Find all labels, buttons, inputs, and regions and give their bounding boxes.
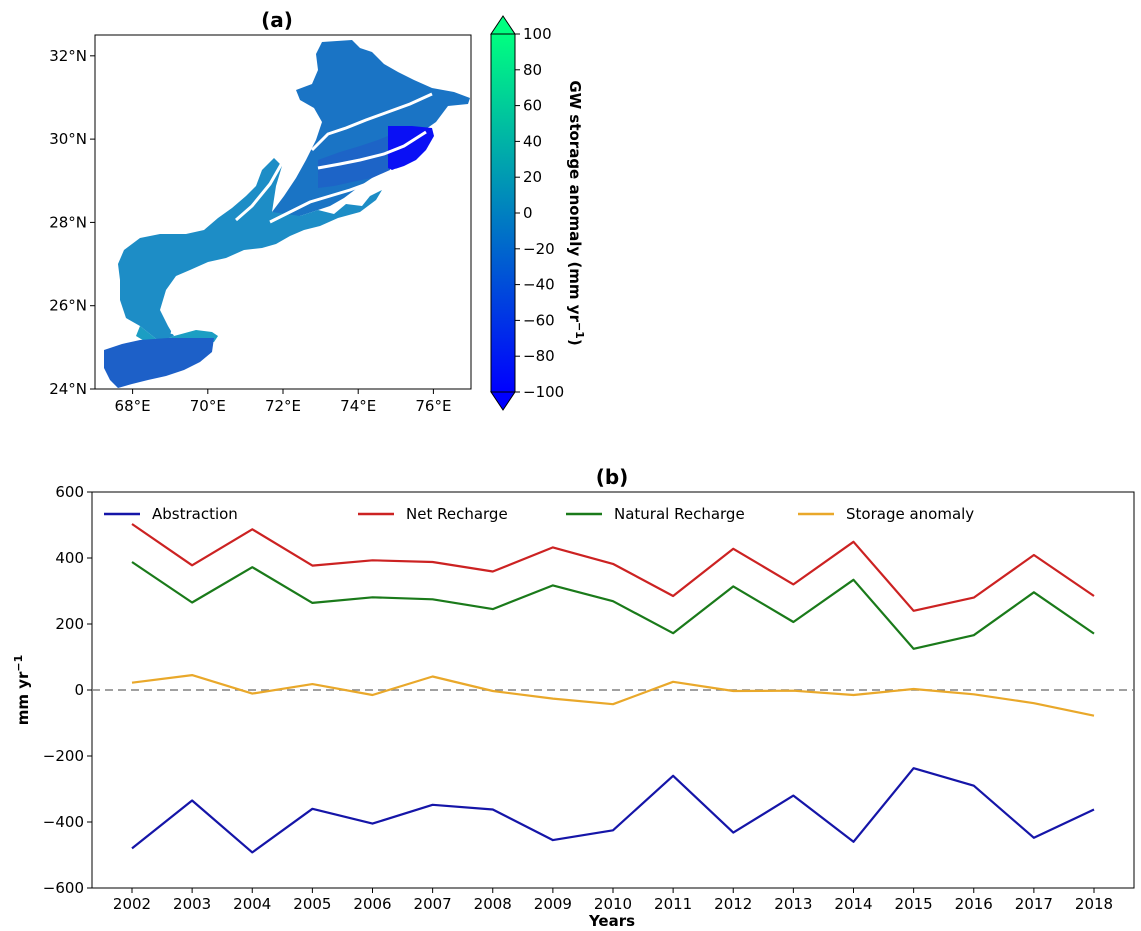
colorbar-bottom-extension	[490, 391, 516, 411]
line-x-tick-label: 2016	[955, 895, 993, 913]
legend-label-net-recharge: Net Recharge	[406, 505, 508, 523]
colorbar-label-end: )	[566, 339, 584, 346]
panel-b-title: (b)	[596, 465, 629, 489]
line-x-tick-label: 2003	[173, 895, 211, 913]
line-x-tick-label: 2010	[594, 895, 632, 913]
legend-label-abstraction: Abstraction	[152, 505, 238, 523]
map-x-tick-label: 70°E	[190, 397, 226, 415]
panel-a: (a) 68°E 70°E 72°E 74°E 76°E 24°N26°N28°N3	[49, 8, 586, 415]
colorbar-tick-label: 40	[523, 132, 542, 150]
map-river-3	[317, 130, 427, 170]
map-y-tick-label: 30°N	[49, 130, 87, 148]
map-region-middle-corridor	[118, 158, 382, 342]
line-x-tick-label: 2011	[654, 895, 692, 913]
legend-label-storage-anomaly: Storage anomaly	[846, 505, 974, 523]
colorbar-tick-label: −40	[523, 276, 555, 294]
colorbar-ticks: 100 80 60 40 20 0 −20 −40 −60 −80 −100	[515, 25, 564, 401]
colorbar-top-extension	[490, 15, 516, 35]
map-region-northeast-strip	[388, 126, 434, 170]
map-x-tick-label: 68°E	[115, 397, 151, 415]
map-y-tick-label: 26°N	[49, 297, 87, 315]
map-river-5	[170, 260, 217, 335]
colorbar-label: GW storage anomaly (mm yr−1)	[566, 80, 586, 345]
colorbar-tick-label: 20	[523, 168, 542, 186]
colorbar-tick-label: 80	[523, 61, 542, 79]
map-y-tick-label: 24°N	[49, 380, 87, 398]
line-y-tick-label: −200	[43, 747, 84, 765]
line-y-ticks: 600 400 200 0 −200 −400 −600	[43, 483, 92, 897]
legend-label-natural-recharge: Natural Recharge	[614, 505, 745, 523]
line-y-tick-label: 600	[55, 483, 84, 501]
line-x-tick-label: 2002	[113, 895, 151, 913]
line-x-tick-label: 2005	[293, 895, 331, 913]
colorbar-label-sup: −1	[573, 322, 586, 339]
colorbar-tick-label: −60	[523, 311, 555, 329]
line-x-tick-label: 2006	[353, 895, 391, 913]
line-x-tick-label: 2018	[1075, 895, 1113, 913]
map-region-delta	[104, 338, 214, 388]
line-x-tick-label: 2017	[1015, 895, 1053, 913]
line-x-tick-label: 2009	[534, 895, 572, 913]
map-y-tick-label: 32°N	[49, 47, 87, 65]
map-x-ticks: 68°E 70°E 72°E 74°E 76°E	[115, 389, 451, 415]
line-series	[131, 523, 1095, 854]
colorbar-tick-label: 0	[523, 204, 533, 222]
line-y-tick-label: −400	[43, 813, 84, 831]
panel-a-title: (a)	[261, 8, 293, 32]
colorbar-gradient	[490, 33, 516, 393]
map-x-tick-label: 76°E	[415, 397, 451, 415]
legend: Abstraction Net Recharge Natural Recharge S…	[104, 505, 974, 523]
line-x-axis-label: Years	[588, 912, 635, 930]
series-line-net-recharge	[131, 523, 1095, 612]
line-x-tick-label: 2015	[895, 895, 933, 913]
series-line-natural-recharge	[131, 561, 1095, 650]
line-x-tick-label: 2007	[414, 895, 452, 913]
colorbar-tick-label: −80	[523, 347, 555, 365]
colorbar-tick-label: −20	[523, 240, 555, 258]
line-x-tick-label: 2014	[834, 895, 872, 913]
map-x-tick-label: 72°E	[265, 397, 301, 415]
line-y-tick-label: −600	[43, 879, 84, 897]
line-y-tick-label: 400	[55, 549, 84, 567]
line-y-tick-label: 0	[74, 681, 84, 699]
series-line-abstraction	[131, 767, 1095, 854]
map-y-ticks: 24°N 26°N 28°N 30°N 32°N	[49, 47, 95, 398]
map-x-tick-label: 74°E	[340, 397, 376, 415]
series-line-storage-anomaly	[131, 673, 1095, 717]
map-river-2	[310, 92, 433, 152]
colorbar: 100 80 60 40 20 0 −20 −40 −60 −80 −100 GW storage …	[490, 15, 586, 411]
map-river-4	[269, 168, 397, 224]
colorbar-tick-label: 100	[523, 25, 552, 43]
line-y-axis-label: mm yr−1	[12, 655, 32, 726]
line-y-axis-label-sup: −1	[12, 655, 25, 672]
colorbar-tick-label: 60	[523, 97, 542, 115]
line-x-tick-label: 2013	[774, 895, 812, 913]
line-x-ticks: 2002 2003 2004 2005 2006 2007 2008 2009 2010 2011…	[113, 888, 1113, 913]
line-x-tick-label: 2008	[474, 895, 512, 913]
colorbar-tick-label: −100	[523, 383, 564, 401]
map-regions	[104, 40, 470, 388]
map-y-tick-label: 28°N	[49, 213, 87, 231]
line-x-tick-label: 2012	[714, 895, 752, 913]
line-y-tick-label: 200	[55, 615, 84, 633]
map-river-1	[235, 101, 302, 222]
line-x-tick-label: 2004	[233, 895, 271, 913]
